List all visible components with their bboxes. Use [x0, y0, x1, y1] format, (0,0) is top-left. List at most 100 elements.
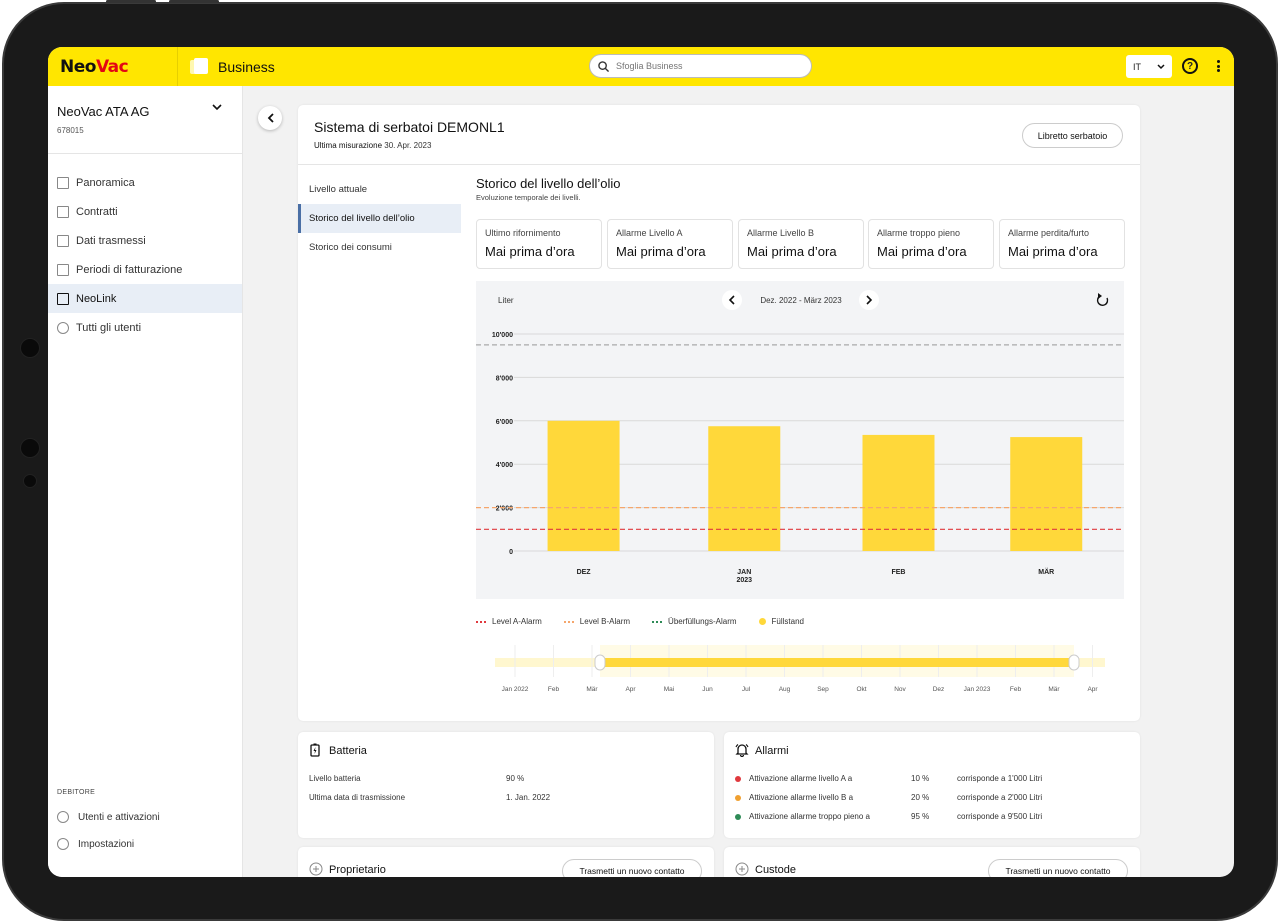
navigator-tick: Feb — [1010, 686, 1022, 693]
sidebar-item-impostazioni[interactable]: Impostazioni — [57, 834, 134, 854]
tab-storico-consumi[interactable]: Storico dei consumi — [309, 242, 392, 253]
alarm-description: corrisponde a 9'500 Litri — [957, 812, 1043, 821]
sidebar-item-neolink[interactable]: NeoLink — [48, 284, 242, 313]
battery-level-label: Livello batteria — [309, 774, 361, 783]
org-number: 678015 — [57, 126, 84, 135]
owner-new-contact-button[interactable]: Trasmetti un nuovo contatto — [562, 859, 702, 877]
tank-card: Sistema di serbatoi DEMONL1 Ultima misur… — [298, 105, 1140, 721]
sidebar-item-utenti[interactable]: Tutti gli utenti — [48, 313, 242, 342]
reset-zoom-icon[interactable] — [1096, 293, 1109, 306]
chevron-left-icon — [267, 113, 274, 123]
x-tick-label: FEB — [891, 569, 905, 576]
alarm-label: Attivazione allarme troppo pieno a — [749, 812, 870, 821]
bar-feb[interactable] — [862, 434, 935, 551]
navigator-tick: Nov — [894, 686, 906, 693]
last-measure-label: Ultima misurazione — [314, 141, 383, 150]
x-tick-label: DEZ — [577, 569, 592, 576]
legend-item[interactable]: Level A-Alarm — [476, 617, 542, 626]
neovac-logo[interactable]: Neo Vac — [48, 47, 178, 86]
status-dot — [735, 776, 741, 782]
stat-label: Allarme troppo pieno — [877, 228, 961, 238]
navigator-tick: Jun — [702, 686, 713, 693]
help-icon[interactable]: ? — [1182, 58, 1198, 74]
stat-ultimo-rifornimento: Ultimo rifornimento Mai prima d’ora — [476, 219, 602, 269]
libretto-button[interactable]: Libretto serbatoio — [1022, 123, 1123, 148]
business-icon — [188, 57, 208, 76]
bar-jan[interactable] — [708, 426, 781, 551]
battery-icon — [310, 743, 320, 757]
org-switcher[interactable]: NeoVac ATA AG 678015 — [48, 86, 242, 154]
chevron-down-icon — [1157, 63, 1165, 69]
search-box[interactable] — [589, 54, 812, 78]
sidebar-item-label: Tutti gli utenti — [76, 321, 142, 334]
custodian-card: Custode Trasmetti un nuovo contatto — [724, 847, 1140, 877]
upload-file-icon — [57, 234, 69, 247]
sidebar-nav: Panoramica Contratti Dati trasmessi Peri… — [48, 168, 242, 342]
stat-label: Allarme Livello B — [747, 228, 815, 238]
y-tick-label: 2'000 — [496, 506, 513, 513]
legend-item[interactable]: Level B-Alarm — [563, 617, 630, 626]
alarm-label: Attivazione allarme livello B a — [749, 793, 854, 802]
next-range-button[interactable] — [859, 290, 879, 310]
stat-value: Mai prima d’ora — [747, 244, 837, 259]
legend-swatch — [476, 620, 486, 623]
y-tick-label: 0 — [509, 549, 513, 556]
navigator-tick: Mär — [1048, 686, 1060, 693]
navigator-handle-right[interactable] — [1068, 654, 1080, 671]
last-transmission-value: 1. Jan. 2022 — [506, 793, 551, 802]
chart-area: Liter Dez. 2022 - März 2023 0 2'000 4'000 6… — [476, 281, 1124, 599]
sidebar-item-dati-trasmessi[interactable]: Dati trasmessi — [48, 226, 242, 255]
tablet-top-button-2 — [169, 0, 219, 3]
bar-dez[interactable] — [547, 420, 620, 551]
business-switcher[interactable]: Business — [188, 57, 275, 76]
users-icon — [57, 321, 69, 334]
stat-label: Ultimo rifornimento — [485, 228, 561, 238]
legend-item[interactable]: Füllstand — [758, 617, 804, 626]
page-title: Sistema di serbatoi DEMONL1 — [314, 119, 505, 135]
y-tick-label: 6'000 — [496, 419, 513, 426]
alarm-description: corrisponde a 1'000 Litri — [957, 774, 1043, 783]
prev-range-button[interactable] — [722, 290, 742, 310]
language-select[interactable]: IT — [1126, 55, 1172, 78]
collapse-sidebar-button[interactable] — [258, 106, 282, 130]
y-tick-label: 8'000 — [496, 375, 513, 382]
range-navigator[interactable]: Jan 2022 Feb Mär Apr Mai Jun Jul Aug Sep Okt Nov De… — [495, 645, 1105, 695]
battery-title: Batteria — [329, 745, 367, 757]
navigator-tick: Sep — [817, 686, 829, 693]
navigator-handle-left[interactable] — [594, 654, 606, 671]
search-input[interactable] — [616, 61, 786, 71]
stat-value: Mai prima d’ora — [877, 244, 967, 259]
navigator-tick: Okt — [856, 686, 866, 693]
tablet-top-button — [106, 0, 156, 3]
bar-mär[interactable] — [1010, 437, 1083, 551]
sidebar-item-label: Dati trasmessi — [76, 234, 146, 247]
tablet-camera — [20, 338, 40, 358]
legend-label: Level A-Alarm — [492, 617, 542, 626]
navigator-tick: Jan 2023 — [964, 686, 991, 693]
navigator-tick: Dez — [933, 686, 945, 693]
range-navigator-svg: Jan 2022 Feb Mär Apr Mai Jun Jul Aug Sep Okt Nov De… — [495, 645, 1105, 693]
sidebar-item-label: Impostazioni — [78, 838, 135, 850]
more-menu-icon[interactable] — [1214, 58, 1222, 74]
tab-livello-attuale[interactable]: Livello attuale — [309, 184, 368, 195]
sidebar-item-contratti[interactable]: Contratti — [48, 197, 242, 226]
sidebar-item-utenti-attivazioni[interactable]: Utenti e attivazioni — [57, 807, 160, 827]
navigator-tick: Aug — [779, 686, 791, 693]
x-tick-label: JAN — [737, 569, 751, 576]
section-title: Storico del livello dell’olio — [476, 176, 621, 191]
sidebar-item-periodi[interactable]: Periodi di fatturazione — [48, 255, 242, 284]
custodian-new-contact-button[interactable]: Trasmetti un nuovo contatto — [988, 859, 1128, 877]
tab-storico-livello[interactable]: Storico del livello dell’olio — [298, 204, 461, 233]
org-name: NeoVac ATA AG — [57, 104, 150, 119]
sidebar-item-panoramica[interactable]: Panoramica — [48, 168, 242, 197]
date-range-label: Dez. 2022 - März 2023 — [760, 296, 842, 305]
status-dot — [735, 814, 741, 820]
legend-item[interactable]: Überfüllungs-Alarm — [652, 617, 737, 626]
navigator-tick: Mär — [586, 686, 598, 693]
app-screen: NeoVac Business IT ? NeoVac ATA AG 67801… — [48, 47, 1234, 877]
stat-allarme-a: Allarme Livello A Mai prima d’ora — [607, 219, 733, 269]
users-icon — [57, 811, 69, 823]
bell-icon — [735, 744, 749, 757]
alarm-percent: 10 % — [911, 774, 930, 783]
alarm-label: Attivazione allarme livello A a — [749, 774, 853, 783]
